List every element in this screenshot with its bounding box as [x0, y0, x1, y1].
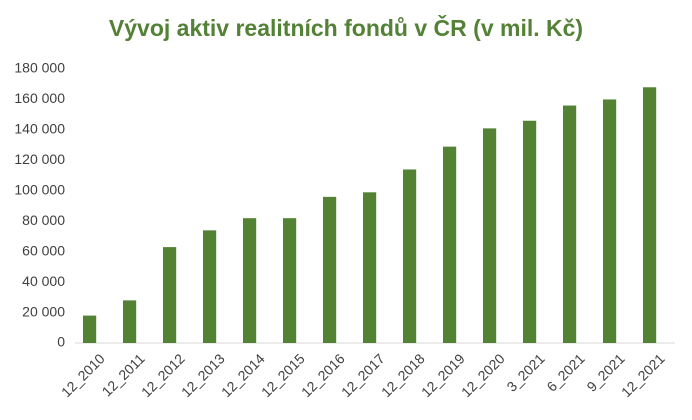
- bar: [443, 146, 457, 343]
- chart-title: Vývoj aktiv realitních fondů v ČR (v mil…: [109, 14, 583, 41]
- bar: [323, 196, 337, 343]
- bar: [523, 120, 537, 343]
- bar: [483, 128, 497, 343]
- x-tick-label: 12_2010: [58, 350, 108, 400]
- bar: [603, 99, 617, 343]
- y-tick-label: 120 000: [14, 151, 65, 167]
- bar: [163, 247, 177, 343]
- x-tick-label: 3_2021: [503, 350, 547, 394]
- x-tick-label: 6_2021: [543, 350, 587, 394]
- bar: [243, 218, 257, 343]
- x-tick-label: 12_2020: [458, 350, 508, 400]
- bar: [83, 315, 97, 343]
- y-tick-label: 100 000: [14, 181, 65, 197]
- bar: [643, 87, 657, 344]
- x-tick-label: 12_2021: [618, 350, 668, 400]
- y-tick-label: 60 000: [22, 242, 65, 258]
- y-tick-label: 0: [57, 334, 65, 350]
- y-tick-label: 40 000: [22, 273, 65, 289]
- y-tick-label: 80 000: [22, 212, 65, 228]
- bar: [563, 105, 577, 344]
- y-tick-label: 160 000: [14, 90, 65, 106]
- bar: [123, 300, 137, 343]
- y-tick-label: 180 000: [14, 60, 65, 76]
- bar: [363, 192, 377, 343]
- y-tick-label: 20 000: [22, 303, 65, 319]
- bar: [403, 169, 417, 343]
- y-tick-label: 140 000: [14, 121, 65, 137]
- bar: [203, 230, 217, 343]
- bar: [283, 218, 297, 343]
